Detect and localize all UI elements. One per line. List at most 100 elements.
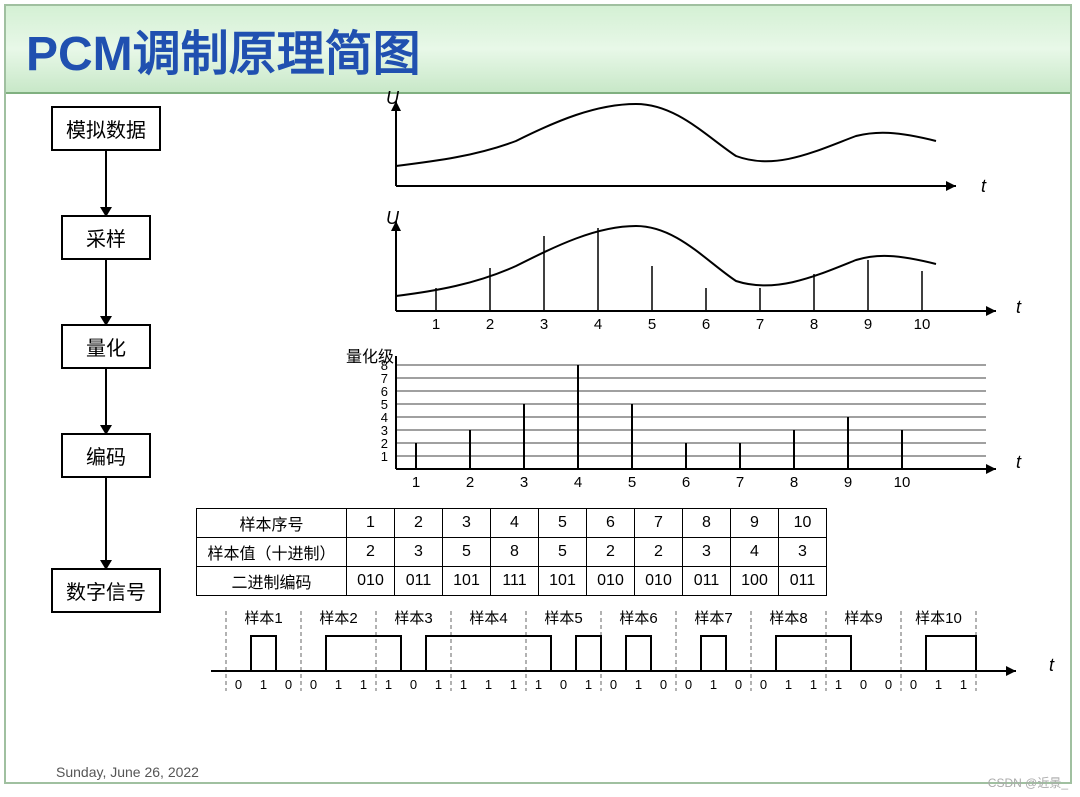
table-row-header: 样本序号 (197, 509, 347, 538)
svg-text:样本2: 样本2 (319, 610, 357, 627)
svg-text:1: 1 (710, 677, 717, 692)
flow-step-analog: 模拟数据 (51, 106, 161, 151)
svg-text:5: 5 (381, 397, 388, 412)
y-axis-label: 量化级 (346, 343, 394, 367)
svg-text:4: 4 (381, 410, 388, 425)
svg-text:9: 9 (844, 474, 852, 491)
svg-text:1: 1 (485, 677, 492, 692)
x-axis-label: t (1049, 655, 1054, 676)
table-cell: 8 (683, 509, 731, 538)
table-cell: 10 (779, 509, 827, 538)
svg-text:8: 8 (810, 316, 818, 333)
svg-text:1: 1 (435, 677, 442, 692)
svg-text:1: 1 (510, 677, 517, 692)
digital-svg: 样本1样本2样本3样本4样本5样本6样本7样本8样本9样本10010011101… (196, 601, 1046, 706)
svg-text:样本5: 样本5 (544, 610, 582, 627)
x-axis-label: t (1016, 452, 1021, 473)
arrow-icon (105, 151, 107, 215)
table-row-header: 样本值（十进制） (197, 538, 347, 567)
flow-step-encode: 编码 (61, 433, 151, 478)
table-cell: 9 (731, 509, 779, 538)
diagram-column: U t U 12345678910 t 量化级 1234567812345678… (196, 96, 1060, 782)
quantized-chart: 量化级 1234567812345678910 t (326, 351, 1016, 501)
x-axis-label: t (981, 176, 986, 197)
svg-text:1: 1 (535, 677, 542, 692)
svg-text:2: 2 (466, 474, 474, 491)
svg-text:1: 1 (335, 677, 342, 692)
table-cell: 011 (395, 567, 443, 596)
svg-text:1: 1 (585, 677, 592, 692)
svg-text:7: 7 (736, 474, 744, 491)
table-cell: 7 (635, 509, 683, 538)
arrow-icon (105, 369, 107, 433)
quantized-svg: 1234567812345678910 (326, 351, 1016, 501)
svg-text:样本8: 样本8 (769, 610, 807, 627)
svg-text:6: 6 (381, 384, 388, 399)
svg-text:1: 1 (810, 677, 817, 692)
svg-text:1: 1 (960, 677, 967, 692)
svg-text:0: 0 (410, 677, 417, 692)
table-cell: 5 (539, 509, 587, 538)
svg-text:3: 3 (381, 423, 388, 438)
watermark: CSDN @近景_ (988, 774, 1068, 791)
svg-text:样本7: 样本7 (694, 610, 732, 627)
table-cell: 8 (491, 538, 539, 567)
table-cell: 2 (347, 538, 395, 567)
arrow-icon (105, 478, 107, 568)
svg-text:4: 4 (574, 474, 582, 491)
svg-text:0: 0 (235, 677, 242, 692)
svg-text:2: 2 (486, 316, 494, 333)
y-axis-label: U (386, 88, 399, 109)
svg-text:0: 0 (660, 677, 667, 692)
encoding-table: 样本序号12345678910样本值（十进制）2358522343二进制编码01… (196, 508, 827, 596)
svg-text:样本6: 样本6 (619, 610, 657, 627)
sampled-svg: 12345678910 (376, 216, 1016, 346)
table-cell: 011 (683, 567, 731, 596)
table-cell: 101 (443, 567, 491, 596)
table-cell: 3 (395, 538, 443, 567)
svg-text:0: 0 (560, 677, 567, 692)
svg-text:7: 7 (381, 371, 388, 386)
svg-text:5: 5 (628, 474, 636, 491)
table-cell: 010 (347, 567, 395, 596)
svg-text:10: 10 (894, 474, 911, 491)
slide-container: PCM调制原理简图 模拟数据 采样 量化 编码 数字信号 U t U (4, 4, 1072, 784)
title-bar: PCM调制原理简图 (6, 6, 1070, 94)
svg-text:0: 0 (310, 677, 317, 692)
table-cell: 010 (635, 567, 683, 596)
svg-text:2: 2 (381, 436, 388, 451)
svg-text:1: 1 (381, 449, 388, 464)
svg-text:1: 1 (260, 677, 267, 692)
svg-text:0: 0 (860, 677, 867, 692)
table-cell: 3 (443, 509, 491, 538)
svg-text:样本4: 样本4 (469, 610, 507, 627)
svg-text:9: 9 (864, 316, 872, 333)
table-cell: 2 (635, 538, 683, 567)
svg-text:0: 0 (760, 677, 767, 692)
svg-text:0: 0 (610, 677, 617, 692)
table-cell: 2 (587, 538, 635, 567)
flow-step-quantize: 量化 (61, 324, 151, 369)
svg-text:1: 1 (785, 677, 792, 692)
table-cell: 5 (539, 538, 587, 567)
analog-chart: U t (376, 96, 976, 211)
table-cell: 010 (587, 567, 635, 596)
table-cell: 6 (587, 509, 635, 538)
table-cell: 3 (779, 538, 827, 567)
svg-text:3: 3 (540, 316, 548, 333)
table-cell: 4 (491, 509, 539, 538)
svg-text:0: 0 (285, 677, 292, 692)
svg-text:6: 6 (682, 474, 690, 491)
svg-text:样本3: 样本3 (394, 610, 432, 627)
table-cell: 011 (779, 567, 827, 596)
svg-text:3: 3 (520, 474, 528, 491)
svg-text:1: 1 (360, 677, 367, 692)
flow-step-sample: 采样 (61, 215, 151, 260)
table-cell: 100 (731, 567, 779, 596)
svg-text:6: 6 (702, 316, 710, 333)
arrow-icon (105, 260, 107, 324)
svg-text:0: 0 (685, 677, 692, 692)
svg-text:1: 1 (835, 677, 842, 692)
svg-text:0: 0 (735, 677, 742, 692)
svg-text:1: 1 (412, 474, 420, 491)
